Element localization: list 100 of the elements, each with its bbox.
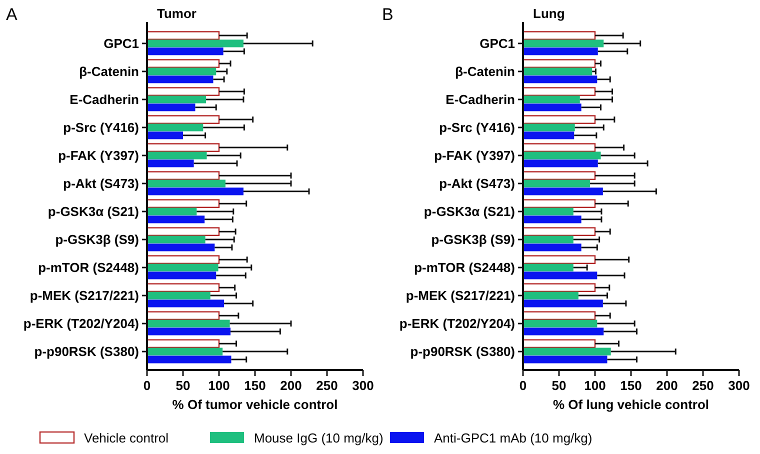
x-tick-label: 50 [176,378,190,393]
bar [522,255,596,264]
x-tick-label: 250 [316,378,338,393]
bar [147,104,196,112]
bar [522,87,596,96]
bar [146,143,220,152]
bar [523,356,608,364]
bar [523,96,580,104]
bar [523,40,604,48]
bar [146,199,220,208]
bar [523,76,598,84]
x-tick-label: 250 [692,378,714,393]
x-axis-title: % Of tumor vehicle control [172,397,338,412]
bar [522,59,596,68]
x-tick-label: 200 [656,378,678,393]
bar [147,320,230,328]
bar [147,328,231,336]
bar [147,40,244,48]
bar [146,115,220,124]
bar [522,283,596,292]
bar [523,188,603,196]
bar [147,152,207,160]
bar [523,320,598,328]
bar [147,348,223,356]
y-tick-label: p-GSK3β (S9) [55,232,139,248]
bar [523,216,582,224]
bar [146,171,220,180]
bar [147,96,206,104]
bar [147,160,194,168]
bar [147,216,205,224]
bar [146,255,220,264]
bar [146,283,220,292]
bar [146,59,220,68]
bar [522,227,596,236]
bar [522,199,596,208]
bar [522,143,596,152]
bar [523,328,604,336]
y-tick-label: GPC1 [104,36,139,51]
bar [147,356,232,364]
bar [522,31,596,40]
x-tick-label: 100 [584,378,606,393]
y-tick-label: p-Akt (S473) [439,176,515,192]
bar [522,339,596,348]
y-tick-label: p-GSK3α (S21) [424,204,515,220]
bar [147,264,218,272]
legend-label: Vehicle control [84,430,169,446]
bar [146,227,220,236]
legend-label: Mouse IgG (10 mg/kg) [254,430,384,446]
bar [522,311,596,320]
bar [147,244,215,252]
bar [523,132,574,140]
chart-title: Lung [533,6,565,21]
bar [522,171,596,180]
bar [523,300,603,308]
y-tick-label: p-p90RSK (S380) [34,344,139,360]
x-axis-title: % Of lung vehicle control [552,397,710,412]
bar [147,272,216,280]
bar [523,264,574,272]
bar [523,272,598,280]
bar [146,311,220,320]
y-tick-label: GPC1 [480,36,515,51]
bar [522,115,596,124]
bar [147,76,214,84]
bar [146,339,220,348]
bar [523,124,575,132]
y-tick-label: E-Cadherin [70,92,140,108]
y-tick-label: β-Catenin [79,64,140,80]
chart-title: Tumor [157,6,196,21]
x-tick-label: 100 [208,378,230,393]
y-tick-label: E-Cadherin [446,92,516,108]
legend-label: Anti-GPC1 mAb (10 mg/kg) [434,430,592,446]
y-tick-label: p-Akt (S473) [63,176,139,192]
x-tick-label: 0 [519,378,527,393]
bar [523,180,590,188]
y-tick-label: β-Catenin [455,64,516,80]
y-tick-label: p-MEK (S217/221) [406,288,515,304]
bar [523,292,578,300]
bar [523,244,582,252]
x-tick-label: 150 [620,378,642,393]
bar [523,104,582,112]
y-tick-label: p-MEK (S217/221) [30,288,139,304]
bar [147,208,197,216]
x-tick-label: 150 [244,378,266,393]
y-tick-label: p-FAK (Y397) [58,148,139,164]
x-tick-label: 50 [552,378,566,393]
bar [147,48,224,56]
bar [147,188,244,196]
x-tick-label: 0 [143,378,151,393]
bar [523,68,592,76]
bar [523,208,574,216]
y-tick-label: p-ERK (T202/Y204) [399,316,515,332]
y-tick-label: p-Src (Y416) [439,120,515,136]
bar [523,348,611,356]
text: B [382,5,394,24]
y-tick-label: p-FAK (Y397) [434,148,515,164]
y-tick-label: p-Src (Y416) [63,120,139,136]
bar [147,132,183,140]
bar [523,160,598,168]
text: A [6,5,18,24]
bar [147,68,216,76]
